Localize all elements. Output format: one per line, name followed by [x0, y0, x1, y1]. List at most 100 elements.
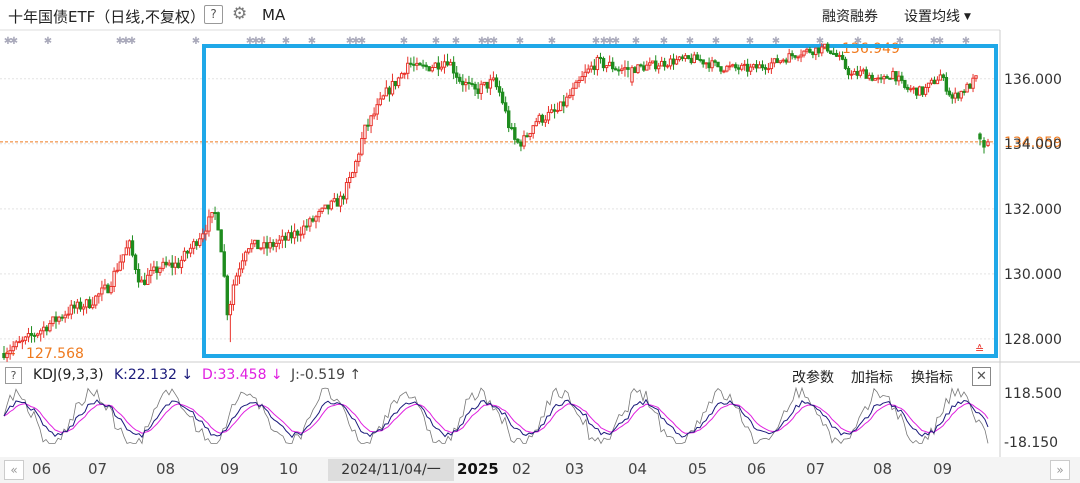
add-indicator-button[interactable]: 加指标	[851, 370, 893, 386]
kdj-help-button[interactable]: ?	[5, 367, 22, 384]
candle	[719, 66, 723, 75]
candle	[482, 81, 486, 87]
candle	[231, 279, 236, 311]
candle	[182, 247, 187, 262]
candle	[170, 255, 174, 276]
candle	[60, 314, 64, 322]
candle	[662, 57, 667, 71]
event-marker: ✱	[122, 36, 130, 47]
help-button[interactable]: ?	[204, 5, 223, 24]
candle	[240, 253, 245, 274]
candle	[485, 81, 489, 93]
candle	[161, 257, 165, 272]
candle	[347, 171, 352, 189]
close-icon[interactable]: ✕	[972, 367, 991, 386]
candle	[393, 80, 398, 90]
candle	[54, 311, 58, 329]
candle	[87, 296, 92, 309]
event-marker: ✱	[962, 36, 970, 47]
candle	[45, 324, 49, 336]
candle	[811, 51, 815, 59]
candle	[139, 276, 144, 283]
candle	[136, 263, 141, 288]
candle	[831, 47, 836, 55]
candle	[344, 178, 349, 204]
event-marker: ✱	[516, 36, 524, 47]
candle	[852, 68, 857, 75]
event-marker: ✱	[116, 36, 124, 47]
event-marker: ✱	[352, 36, 360, 47]
candle	[745, 58, 750, 77]
candle	[834, 49, 839, 58]
scroll-left-button[interactable]: «	[4, 460, 24, 480]
candles	[2, 42, 990, 362]
candle	[81, 303, 86, 316]
candle	[63, 310, 67, 323]
candle	[888, 77, 892, 80]
candle	[953, 87, 957, 104]
candle	[571, 82, 575, 101]
candle	[885, 74, 889, 79]
candle	[109, 281, 113, 295]
candle	[507, 105, 511, 133]
event-marker: ✱	[346, 36, 354, 47]
candle	[772, 58, 777, 68]
scroll-right-button[interactable]: »	[1050, 460, 1070, 480]
candle	[20, 336, 25, 350]
candle	[78, 297, 83, 312]
candle	[433, 62, 437, 69]
candle	[626, 60, 630, 78]
candle	[737, 64, 741, 75]
candle	[323, 204, 327, 210]
candle	[601, 56, 606, 72]
candle	[775, 54, 780, 64]
ma-settings-button[interactable]: 设置均线 ▼	[904, 6, 971, 26]
gear-icon[interactable]: ⚙	[232, 4, 248, 24]
margin-trading-button[interactable]: 融资融券	[822, 9, 878, 25]
event-marker: ✱	[606, 36, 614, 47]
candle	[947, 87, 952, 97]
candle	[357, 152, 361, 167]
candle	[299, 226, 303, 242]
x-tick: 05	[688, 460, 708, 478]
candle	[982, 137, 986, 154]
candle	[519, 139, 523, 152]
candle	[354, 159, 358, 178]
candle	[399, 71, 404, 79]
candle	[677, 56, 682, 62]
event-marker: ✱	[128, 36, 136, 47]
time-axis: « » 06 07 08 09 10 2024/11/04/一 2025 02 …	[0, 457, 1080, 483]
event-marker: ✱	[548, 36, 556, 47]
candle	[692, 51, 696, 64]
switch-indicator-button[interactable]: 换指标	[911, 370, 953, 386]
candle	[531, 124, 535, 139]
candle	[651, 60, 655, 64]
candle	[250, 239, 254, 253]
candle	[451, 56, 456, 80]
candle	[390, 73, 395, 97]
x-tick-year: 2025	[457, 460, 499, 478]
candle	[271, 239, 275, 251]
candle	[897, 70, 901, 86]
candle	[986, 138, 990, 148]
candle	[671, 53, 676, 70]
edit-params-button[interactable]: 改参数	[792, 370, 834, 386]
candle	[722, 69, 726, 74]
candle	[115, 263, 119, 274]
candle	[633, 65, 637, 74]
candle	[403, 72, 407, 79]
event-marker: ✱	[930, 36, 938, 47]
candle	[950, 92, 954, 104]
candle	[366, 118, 370, 131]
candle	[751, 63, 756, 70]
candle	[525, 132, 529, 138]
candle	[917, 85, 922, 96]
candle	[978, 132, 982, 146]
candle	[855, 65, 860, 80]
candle	[914, 87, 919, 100]
candle	[778, 60, 782, 65]
event-marker: ✱	[936, 36, 944, 47]
ma-toggle[interactable]: MA	[262, 6, 286, 24]
candle	[253, 239, 257, 248]
